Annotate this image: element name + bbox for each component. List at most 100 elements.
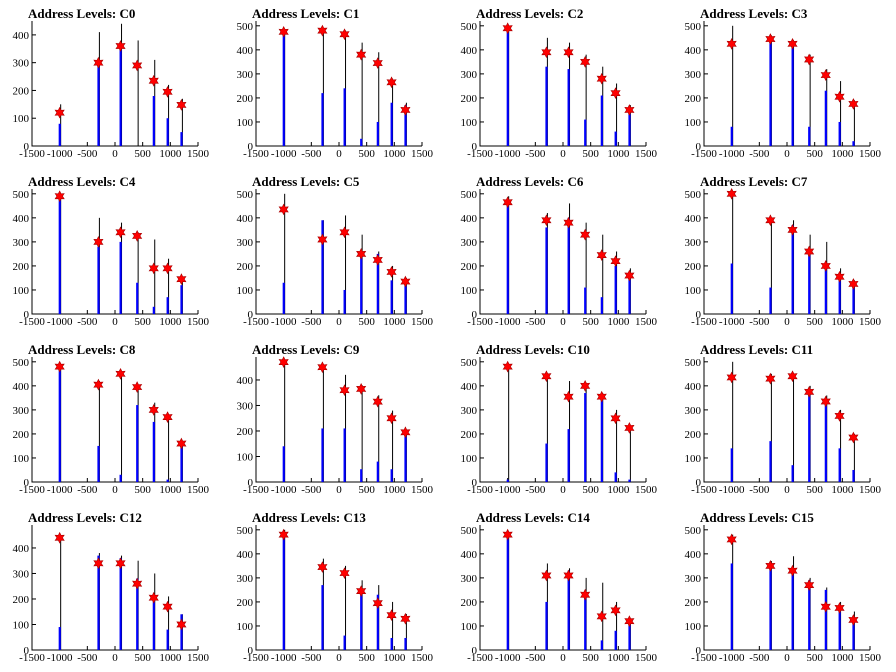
marker bbox=[132, 577, 143, 590]
marker bbox=[820, 260, 831, 272]
marker bbox=[804, 385, 815, 398]
bar bbox=[360, 469, 363, 482]
marker bbox=[356, 48, 367, 61]
bar bbox=[506, 198, 509, 314]
marker bbox=[726, 37, 737, 50]
x-tick-label: 500 bbox=[806, 316, 823, 328]
x-tick-label: 1000 bbox=[607, 484, 630, 496]
x-tick-label: -500 bbox=[749, 148, 770, 160]
marker bbox=[848, 614, 859, 626]
bar bbox=[545, 601, 548, 650]
x-tick-label: 1500 bbox=[411, 316, 434, 328]
axis-line bbox=[255, 525, 422, 651]
marker bbox=[610, 87, 621, 99]
axis-line bbox=[703, 525, 870, 651]
x-tick-label: -1000 bbox=[719, 316, 745, 328]
marker bbox=[502, 528, 513, 541]
x-tick-label: -500 bbox=[301, 316, 322, 328]
x-tick-label: 1500 bbox=[411, 652, 434, 664]
marker bbox=[356, 383, 367, 395]
x-tick-label: -1500 bbox=[19, 316, 45, 328]
marker bbox=[386, 76, 397, 89]
bar bbox=[824, 589, 827, 650]
chart-panel: 0 100 200 300 400 500 -1500 -1000 -500 0 500 1000 15… bbox=[672, 168, 896, 336]
bar bbox=[838, 606, 841, 650]
y-tick-label: 200 bbox=[461, 261, 478, 273]
chart-svg: 0 100 200 300 400 500 -1500 -1000 -500 0 500 1000 15… bbox=[685, 525, 882, 664]
marker bbox=[386, 266, 397, 278]
marker bbox=[278, 203, 289, 216]
marker bbox=[541, 370, 552, 383]
chart-title: Address Levels: C4 bbox=[28, 174, 136, 189]
chart-panel: 0 100 200 300 400 500 -1500 -1000 -500 0 500 1000 15… bbox=[672, 504, 896, 672]
chart-panel: 0 100 200 300 400 500 -1500 -1000 -500 0 500 1000 15… bbox=[224, 0, 448, 168]
chart-panel: 0 100 200 300 400 500 -1500 -1000 -500 0 500 1000 15… bbox=[0, 168, 224, 336]
x-tick-label: 500 bbox=[358, 148, 375, 160]
marker bbox=[115, 367, 126, 380]
y-tick-label: 400 bbox=[461, 45, 478, 57]
bar bbox=[567, 429, 570, 482]
marker bbox=[834, 410, 845, 422]
x-tick-label: 1000 bbox=[607, 652, 630, 664]
chart-title: Address Levels: C7 bbox=[700, 174, 808, 189]
x-tick-label: 1500 bbox=[859, 484, 882, 496]
marker bbox=[115, 557, 126, 570]
chart-svg: 0 100 200 300 400 500 -1500 -1000 -500 0 500 1000 15… bbox=[685, 21, 882, 160]
bar bbox=[119, 558, 122, 650]
bar bbox=[376, 253, 379, 314]
bar bbox=[769, 441, 772, 482]
y-tick-label: 0 bbox=[248, 645, 254, 657]
marker bbox=[610, 604, 621, 617]
marker bbox=[596, 390, 607, 403]
chart-title: Address Levels: C3 bbox=[700, 6, 808, 21]
x-tick-label: -1500 bbox=[467, 316, 493, 328]
x-tick-label: 0 bbox=[336, 148, 342, 160]
x-tick-label: 1000 bbox=[159, 316, 182, 328]
x-tick-label: 500 bbox=[358, 652, 375, 664]
bar bbox=[824, 90, 827, 146]
x-tick-label: 0 bbox=[336, 652, 342, 664]
chart-svg: 0 100 200 300 400 -1500 -1000 -500 0 500 1000 1500 bbox=[13, 525, 210, 664]
marker bbox=[278, 25, 289, 38]
x-tick-label: -1000 bbox=[271, 652, 297, 664]
bar bbox=[390, 637, 393, 650]
bar bbox=[628, 623, 631, 650]
chart-panel: 0 100 200 300 400 500 -1500 -1000 -500 0 500 1000 15… bbox=[448, 336, 672, 504]
y-tick-label: 200 bbox=[237, 597, 254, 609]
y-tick-label: 300 bbox=[461, 573, 478, 585]
bar bbox=[166, 118, 169, 146]
y-tick-label: 100 bbox=[13, 113, 30, 125]
marker bbox=[148, 262, 159, 275]
marker bbox=[386, 609, 397, 622]
bar bbox=[343, 289, 346, 314]
y-tick-label: 0 bbox=[248, 309, 254, 321]
x-tick-label: 1500 bbox=[187, 316, 210, 328]
y-tick-label: 500 bbox=[461, 525, 478, 537]
x-tick-label: 1000 bbox=[383, 484, 406, 496]
marker bbox=[400, 426, 411, 439]
y-tick-label: 100 bbox=[461, 285, 478, 297]
marker bbox=[624, 269, 635, 282]
marker bbox=[317, 24, 328, 37]
x-tick-label: -1500 bbox=[691, 316, 717, 328]
marker bbox=[148, 74, 159, 87]
y-tick-label: 200 bbox=[13, 261, 30, 273]
x-tick-label: 1000 bbox=[159, 484, 182, 496]
x-tick-label: 0 bbox=[112, 484, 118, 496]
y-tick-label: 100 bbox=[685, 621, 702, 633]
x-tick-label: 1000 bbox=[383, 316, 406, 328]
chart-title: Address Levels: C2 bbox=[476, 6, 584, 21]
bar bbox=[136, 578, 139, 650]
y-tick-label: 0 bbox=[472, 477, 478, 489]
bar bbox=[769, 42, 772, 147]
y-tick-label: 200 bbox=[461, 429, 478, 441]
marker bbox=[541, 46, 552, 59]
marker bbox=[132, 381, 143, 393]
x-tick-label: 1500 bbox=[187, 484, 210, 496]
axis-line bbox=[479, 21, 646, 147]
x-tick-label: -1500 bbox=[243, 316, 269, 328]
bar bbox=[152, 96, 155, 146]
y-tick-label: 400 bbox=[685, 45, 702, 57]
x-tick-label: 500 bbox=[582, 148, 599, 160]
x-tick-label: 1500 bbox=[635, 652, 658, 664]
